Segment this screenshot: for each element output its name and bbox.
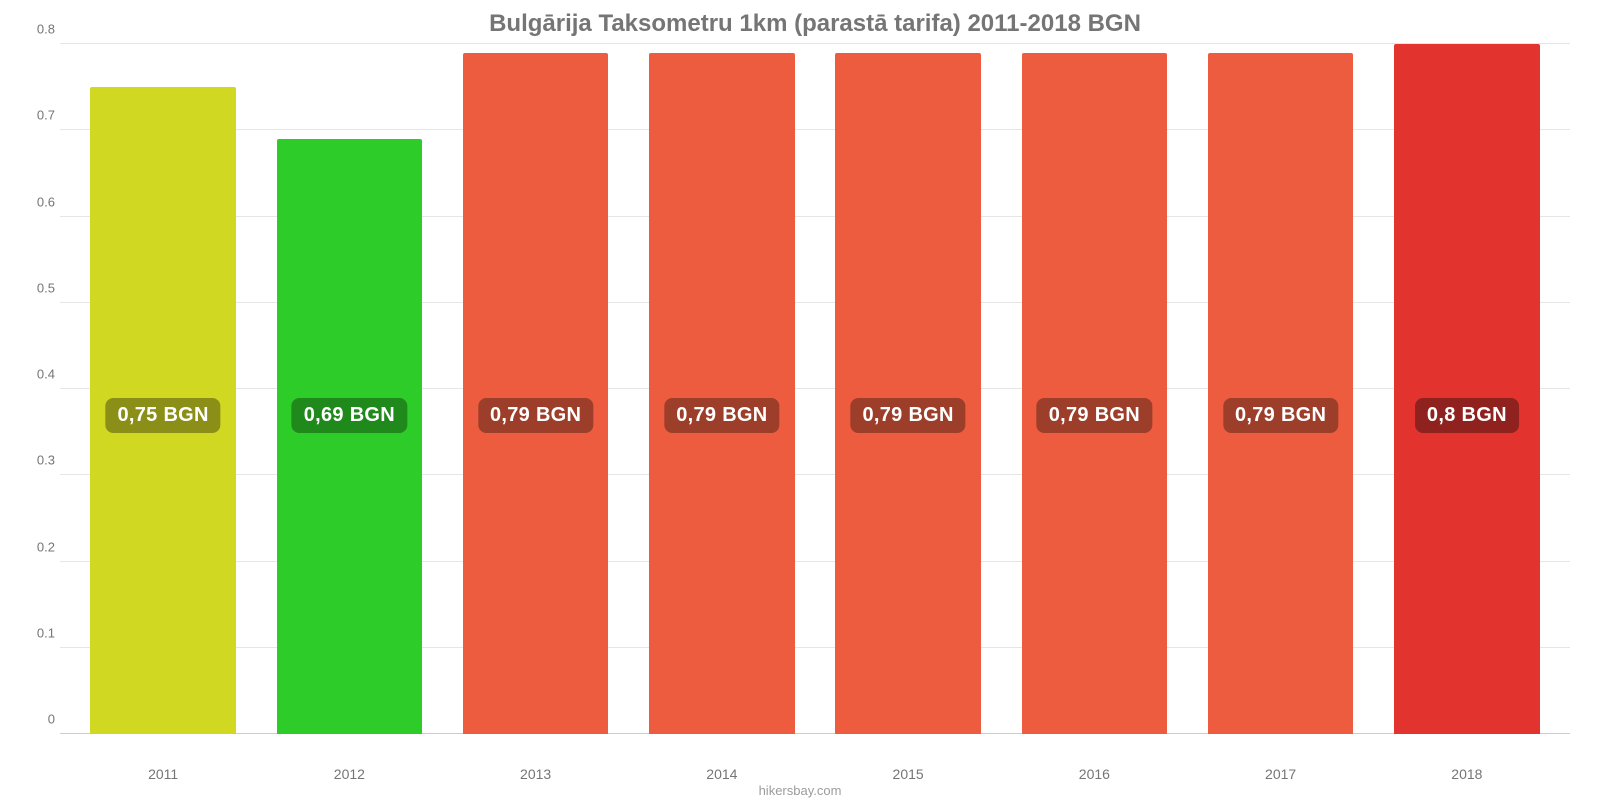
bar-slot: 0,8 BGN — [1374, 44, 1560, 734]
bar-value-label: 0,69 BGN — [292, 398, 407, 433]
bar-value-label: 0,79 BGN — [1037, 398, 1152, 433]
y-tick-label: 0.4 — [15, 367, 55, 382]
bar-slot: 0,79 BGN — [1001, 44, 1187, 734]
bar-slot: 0,79 BGN — [1188, 44, 1374, 734]
bar-slot: 0,69 BGN — [256, 44, 442, 734]
footer-attribution: hikersbay.com — [0, 783, 1600, 798]
bar — [835, 53, 980, 734]
x-tick-label: 2015 — [815, 766, 1001, 782]
y-tick-label: 0.2 — [15, 539, 55, 554]
y-tick-label: 0.1 — [15, 625, 55, 640]
y-tick-label: 0.7 — [15, 108, 55, 123]
bar-value-label: 0,79 BGN — [478, 398, 593, 433]
bar — [649, 53, 794, 734]
bar-value-label: 0,79 BGN — [1223, 398, 1338, 433]
plot-area: 00.10.20.30.40.50.60.70.8 0,75 BGN0,69 B… — [60, 44, 1570, 734]
bar-value-label: 0,79 BGN — [664, 398, 779, 433]
chart-container: Bulgārija Taksometru 1km (parastā tarifa… — [0, 0, 1600, 800]
y-tick-label: 0.5 — [15, 280, 55, 295]
x-axis-labels: 20112012201320142015201620172018 — [60, 766, 1570, 782]
bar — [1394, 44, 1539, 734]
bars-layer: 0,75 BGN 0,69 BGN 0,79 BGN 0,79 BGN 0,79 BGN… — [60, 44, 1570, 734]
x-tick-label: 2013 — [443, 766, 629, 782]
bar — [1208, 53, 1353, 734]
y-tick-label: 0.6 — [15, 194, 55, 209]
bar-slot: 0,75 BGN — [70, 44, 256, 734]
bar — [277, 139, 422, 734]
bar-slot: 0,79 BGN — [815, 44, 1001, 734]
bar — [463, 53, 608, 734]
x-tick-label: 2012 — [256, 766, 442, 782]
bar-value-label: 0,8 BGN — [1415, 398, 1519, 433]
bar-slot: 0,79 BGN — [443, 44, 629, 734]
bar — [1022, 53, 1167, 734]
bar-slot: 0,79 BGN — [629, 44, 815, 734]
x-tick-label: 2014 — [629, 766, 815, 782]
bar-value-label: 0,79 BGN — [850, 398, 965, 433]
y-tick-label: 0.8 — [15, 22, 55, 37]
x-tick-label: 2011 — [70, 766, 256, 782]
x-tick-label: 2017 — [1188, 766, 1374, 782]
x-tick-label: 2016 — [1001, 766, 1187, 782]
x-tick-label: 2018 — [1374, 766, 1560, 782]
y-tick-label: 0 — [15, 712, 55, 727]
bar-value-label: 0,75 BGN — [105, 398, 220, 433]
chart-title: Bulgārija Taksometru 1km (parastā tarifa… — [60, 10, 1570, 38]
y-tick-label: 0.3 — [15, 453, 55, 468]
